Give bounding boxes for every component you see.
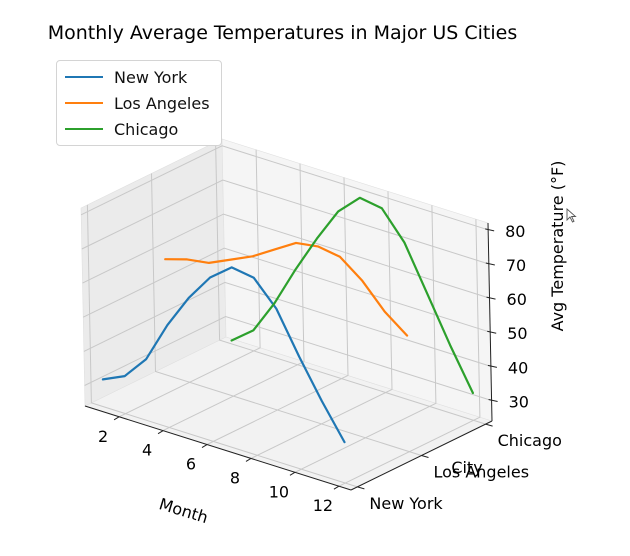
- pane-group: [80, 138, 493, 491]
- y-tick-label: Chicago: [498, 431, 562, 450]
- gridline-month: [294, 205, 437, 473]
- series-line-new-york: [101, 266, 346, 444]
- z-tick-mark: [487, 330, 497, 334]
- x-tick-mark: [333, 485, 340, 490]
- y-tick-mark: [357, 486, 365, 490]
- gridline-city: [151, 173, 422, 456]
- mouse-cursor-icon: [566, 208, 577, 223]
- gridline-month: [118, 149, 261, 418]
- y-axis-title: City: [451, 458, 482, 477]
- y-tick-label: New York: [369, 494, 443, 513]
- series-line-los-angeles: [164, 241, 409, 337]
- gridline-temperature: [82, 213, 490, 299]
- gridline-city: [215, 142, 486, 425]
- x-axis-title: Month: [157, 494, 211, 527]
- y-tick-mark: [485, 423, 493, 427]
- y-tick-label: Los Angeles: [434, 463, 530, 482]
- y-tick-mark: [421, 455, 429, 458]
- legend-item-los-angeles: Los Angeles: [65, 92, 210, 114]
- z-tick-label: 50: [507, 324, 527, 343]
- legend-label-new-york: New York: [114, 67, 188, 87]
- z-tick-mark: [485, 262, 495, 266]
- x-axis-line: [84, 405, 352, 491]
- gridline-month: [206, 177, 349, 445]
- gridline-temperature: [84, 315, 492, 401]
- gridline-temperature: [83, 281, 492, 367]
- legend: New York Los Angeles Chicago: [56, 60, 222, 146]
- chart-title: Monthly Average Temperatures in Major US…: [47, 22, 518, 44]
- gridline-month: [162, 163, 305, 432]
- x-tick-label: 4: [142, 441, 152, 460]
- x-tick-label: 12: [313, 496, 333, 515]
- z-axis-line: [487, 222, 493, 422]
- x-tick-label: 6: [186, 455, 196, 474]
- x-tick-mark: [157, 430, 164, 435]
- legend-swatch-chicago: [65, 128, 103, 130]
- series-line-chicago: [230, 196, 474, 395]
- axes-group: [84, 222, 498, 491]
- legend-item-chicago: Chicago: [65, 118, 178, 140]
- z-tick-mark: [487, 364, 498, 368]
- gridline-month: [250, 191, 393, 459]
- x-tick-mark: [289, 471, 296, 476]
- gridline-month: [338, 219, 481, 487]
- x-tick-mark: [201, 444, 208, 448]
- gridline-temperature: [82, 247, 491, 333]
- gridline-city: [86, 204, 358, 488]
- z-tick-label: 60: [507, 290, 527, 309]
- gridline-temperature: [80, 145, 489, 231]
- z-tick-label: 70: [506, 256, 526, 275]
- x-tick-label: 10: [269, 482, 289, 501]
- x-tick-label: 2: [98, 427, 108, 446]
- x-tick-mark: [245, 457, 252, 462]
- z-tick-mark: [488, 399, 498, 403]
- legend-swatch-new-york: [65, 76, 103, 78]
- z-tick-label: 30: [509, 393, 529, 412]
- series-group: [101, 196, 474, 444]
- legend-swatch-los-angeles: [65, 102, 103, 104]
- z-tick-mark: [485, 228, 495, 232]
- legend-item-new-york: New York: [65, 66, 187, 88]
- z-axis-title: Avg Temperature (°F): [548, 161, 567, 332]
- z-tick-label: 40: [508, 358, 528, 377]
- z-tick-label: 80: [505, 222, 525, 241]
- x-tick-mark: [113, 416, 120, 421]
- legend-label-chicago: Chicago: [114, 119, 179, 139]
- grid-group: [80, 142, 492, 488]
- legend-label-los-angeles: Los Angeles: [114, 93, 210, 113]
- z-tick-mark: [486, 296, 496, 300]
- x-tick-label: 8: [230, 468, 240, 487]
